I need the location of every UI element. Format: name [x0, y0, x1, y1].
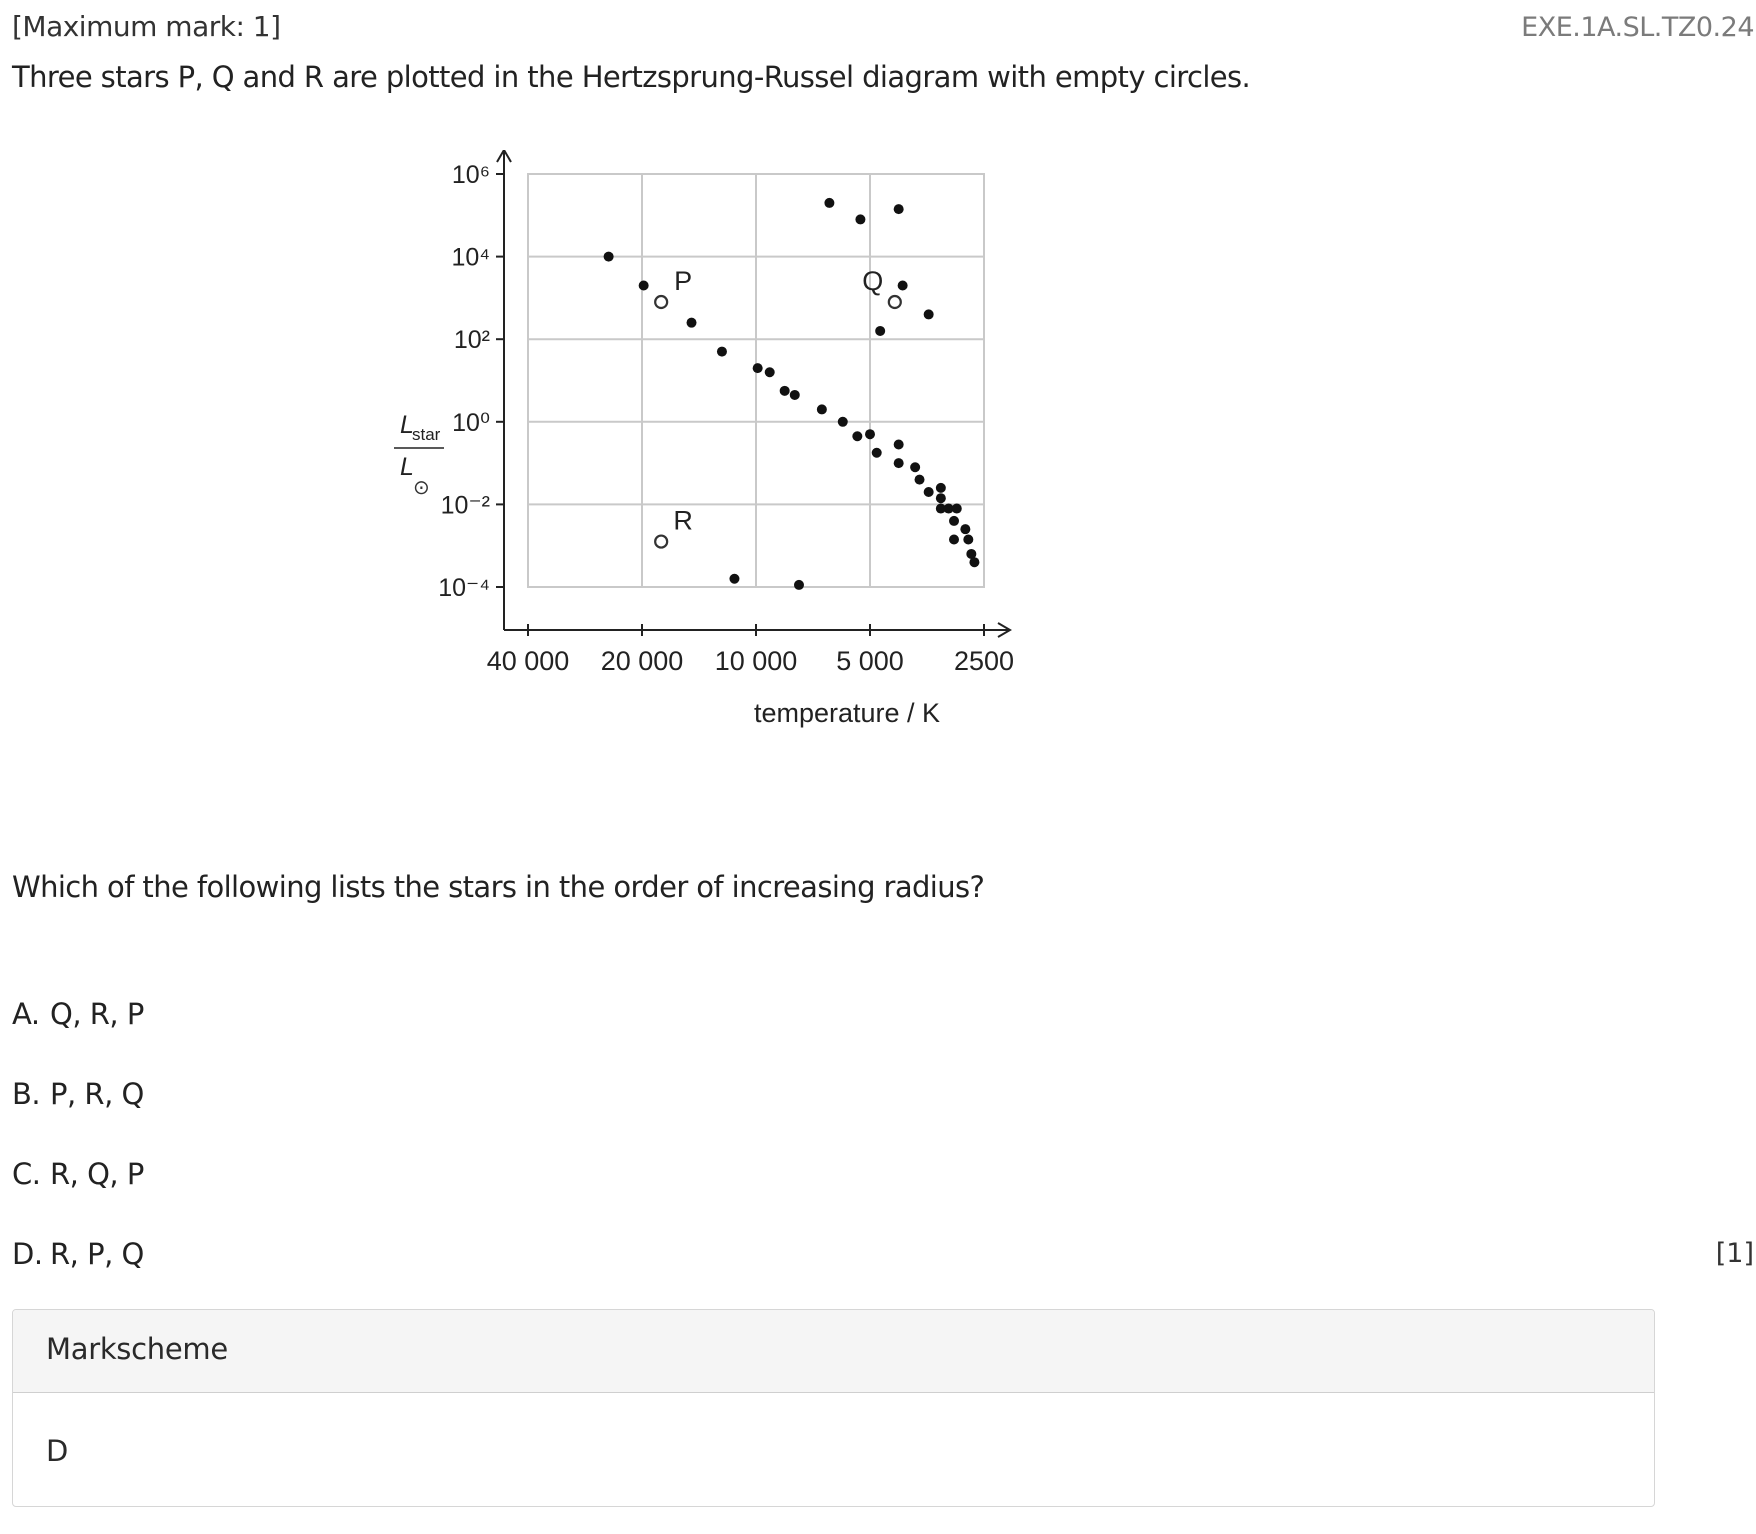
star-point	[960, 524, 971, 535]
x-axis-arrow	[997, 622, 1012, 638]
chart-points: P Q R	[603, 197, 980, 590]
x-tick-label: 2500	[954, 646, 1014, 676]
option-a-text: Q, R, P	[50, 997, 144, 1031]
x-axis-label: temperature / K	[754, 698, 940, 728]
star-point	[638, 280, 649, 291]
star-point	[865, 429, 875, 440]
y-tick-label: 10⁴	[451, 244, 490, 272]
star-point	[875, 325, 886, 336]
star-point	[914, 474, 925, 485]
y-tick-label: 10⁻⁴	[438, 574, 490, 602]
star-point	[935, 493, 946, 504]
star-point	[935, 482, 946, 493]
hr-diagram-svg: 40 000 20 000 10 000 5 000 2500 10⁶ 10⁴ 10² 10⁰ 1…	[394, 148, 1014, 728]
star-r-marker	[654, 534, 669, 549]
star-q-marker	[887, 294, 902, 310]
star-point	[966, 548, 977, 559]
hr-diagram: 40 000 20 000 10 000 5 000 2500 10⁶ 10⁴ 10² 10⁰ 1…	[380, 148, 1080, 824]
y-axis-label: L star L ⊙	[394, 411, 444, 499]
star-point	[923, 309, 934, 320]
star-point	[943, 503, 954, 514]
x-tick-label: 40 000	[487, 646, 570, 676]
y-tick-label: 10⁻²	[441, 491, 490, 519]
option-c-text: R, Q, P	[50, 1157, 144, 1191]
question-text: Which of the following lists the stars i…	[12, 870, 985, 904]
star-point	[969, 557, 980, 568]
star-point	[893, 458, 904, 469]
option-d[interactable]: D. R, P, Q	[12, 1237, 144, 1271]
markscheme-header[interactable]: Markscheme	[13, 1310, 1654, 1393]
x-tick-label: 10 000	[715, 646, 798, 676]
y-label-numerator-sub: star	[412, 425, 441, 444]
star-point	[716, 346, 727, 357]
chart-ticks: 40 000 20 000 10 000 5 000 2500 10⁶ 10⁴ 10² 10⁰ 1…	[438, 161, 1014, 676]
markscheme-answer: D	[46, 1434, 69, 1468]
y-tick-label: 10²	[454, 326, 490, 354]
y-label-denominator: L	[400, 453, 414, 481]
y-axis-arrow	[496, 148, 512, 163]
chart-grid	[527, 173, 985, 588]
star-r-label: R	[673, 506, 693, 536]
x-tick-label: 20 000	[601, 646, 684, 676]
star-point	[603, 251, 614, 262]
star-point	[893, 204, 904, 215]
option-d-letter: D.	[12, 1237, 43, 1271]
chart-axes	[496, 148, 1012, 638]
star-point	[752, 363, 763, 374]
option-a-letter: A.	[12, 997, 40, 1031]
option-a[interactable]: A. Q, R, P	[12, 997, 144, 1031]
star-point	[852, 431, 863, 442]
star-point	[729, 573, 740, 584]
star-point	[764, 367, 775, 378]
star-point	[951, 503, 962, 514]
star-point	[935, 503, 946, 514]
y-tick-label: 10⁶	[452, 161, 490, 189]
star-point	[963, 534, 974, 545]
star-point	[949, 515, 960, 526]
option-b-letter: B.	[12, 1077, 41, 1111]
option-d-text: R, P, Q	[50, 1237, 144, 1271]
star-point	[910, 462, 921, 473]
star-p-label: P	[674, 266, 692, 296]
marks-available: [1]	[1715, 1238, 1754, 1269]
star-point	[855, 214, 866, 225]
star-point	[923, 487, 934, 498]
y-label-denominator-sub: ⊙	[413, 477, 430, 499]
option-b-text: P, R, Q	[50, 1077, 144, 1111]
star-p-marker	[654, 294, 669, 310]
star-point	[949, 534, 960, 545]
star-point	[897, 280, 908, 291]
question-code: EXE.1A.SL.TZ0.24	[1521, 12, 1754, 43]
star-point	[837, 416, 848, 427]
star-point	[779, 385, 790, 396]
y-tick-label: 10⁰	[452, 409, 490, 437]
markscheme-title: Markscheme	[46, 1332, 228, 1366]
star-point	[893, 439, 904, 450]
x-tick-label: 5 000	[836, 646, 904, 676]
option-c[interactable]: C. R, Q, P	[12, 1157, 144, 1191]
star-point	[793, 579, 804, 590]
star-point	[816, 404, 827, 415]
y-label-numerator: L	[400, 411, 414, 439]
star-point	[789, 389, 800, 400]
question-stem: Three stars P, Q and R are plotted in th…	[12, 60, 1251, 94]
star-point	[824, 197, 835, 208]
option-b[interactable]: B. P, R, Q	[12, 1077, 144, 1111]
star-point	[871, 447, 882, 458]
star-point	[686, 317, 697, 328]
star-q-label: Q	[862, 266, 883, 296]
markscheme-panel: Markscheme D	[12, 1309, 1655, 1507]
maximum-mark: [Maximum mark: 1]	[12, 10, 281, 43]
option-c-letter: C.	[12, 1157, 41, 1191]
